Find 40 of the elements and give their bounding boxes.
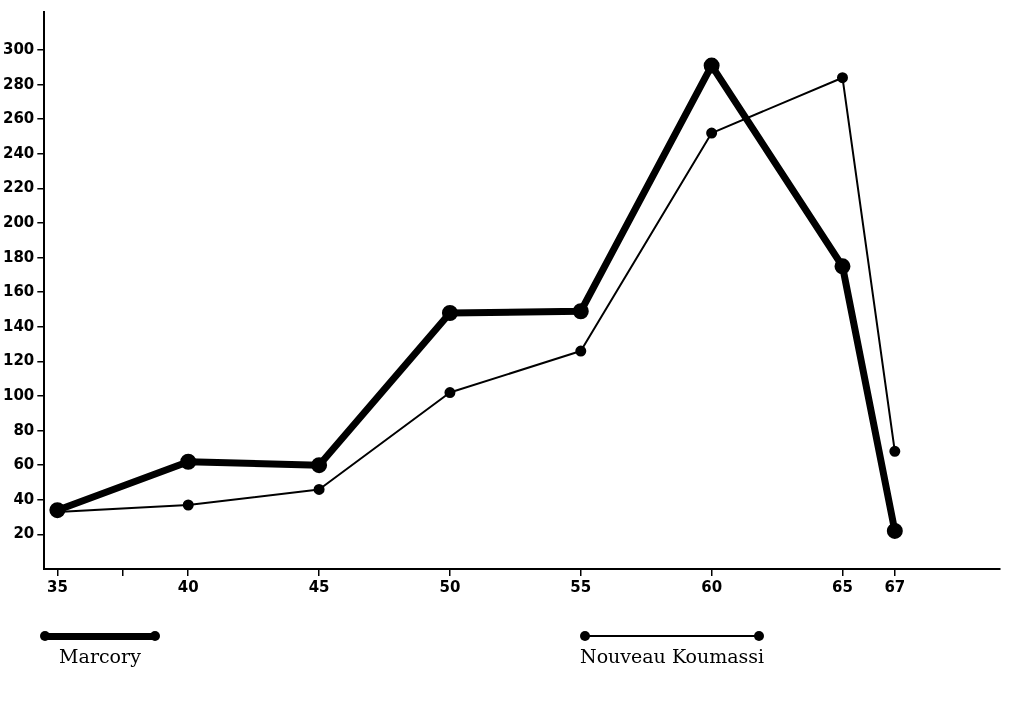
x-tick-label: 35 [46, 577, 68, 596]
point [836, 72, 848, 84]
y-tick-label: 260 [3, 109, 35, 128]
y-tick-label: 300 [3, 39, 35, 58]
x-tick-label: 40 [177, 577, 199, 596]
point [311, 457, 328, 474]
x-tick-label: 45 [308, 577, 330, 596]
y-tick-label: 140 [3, 316, 35, 335]
point [834, 258, 851, 275]
y-tick-label: 200 [3, 212, 35, 231]
y-tick-label: 120 [3, 351, 35, 370]
y-tick-label: 160 [3, 282, 35, 301]
legend-label: Marcory [59, 645, 141, 667]
point [444, 387, 456, 399]
y-tick-label: 20 [13, 524, 35, 543]
x-tick-label: 65 [832, 577, 853, 596]
y-tick-label: 220 [3, 178, 35, 197]
y-tick-label: 180 [3, 247, 35, 266]
point [441, 304, 458, 321]
y-tick-label: 240 [3, 143, 35, 162]
x-tick-label: 50 [439, 577, 461, 596]
y-tick-label: 60 [13, 455, 35, 474]
point [49, 502, 66, 519]
point [886, 522, 903, 539]
point [572, 303, 589, 320]
x-tick-label: 67 [884, 577, 906, 596]
point [889, 445, 901, 457]
x-tick-label: 60 [701, 577, 723, 596]
point [313, 483, 325, 495]
y-tick-label: 100 [3, 385, 35, 404]
y-tick-label: 40 [13, 489, 35, 508]
y-tick-label: 280 [3, 74, 35, 93]
point [180, 453, 197, 470]
legend-label: Nouveau Koumassi [580, 645, 765, 667]
point [706, 127, 718, 139]
x-tick-label: 55 [570, 577, 592, 596]
point [703, 57, 720, 74]
point [182, 499, 194, 511]
point [575, 345, 587, 357]
y-tick-label: 80 [13, 420, 35, 439]
